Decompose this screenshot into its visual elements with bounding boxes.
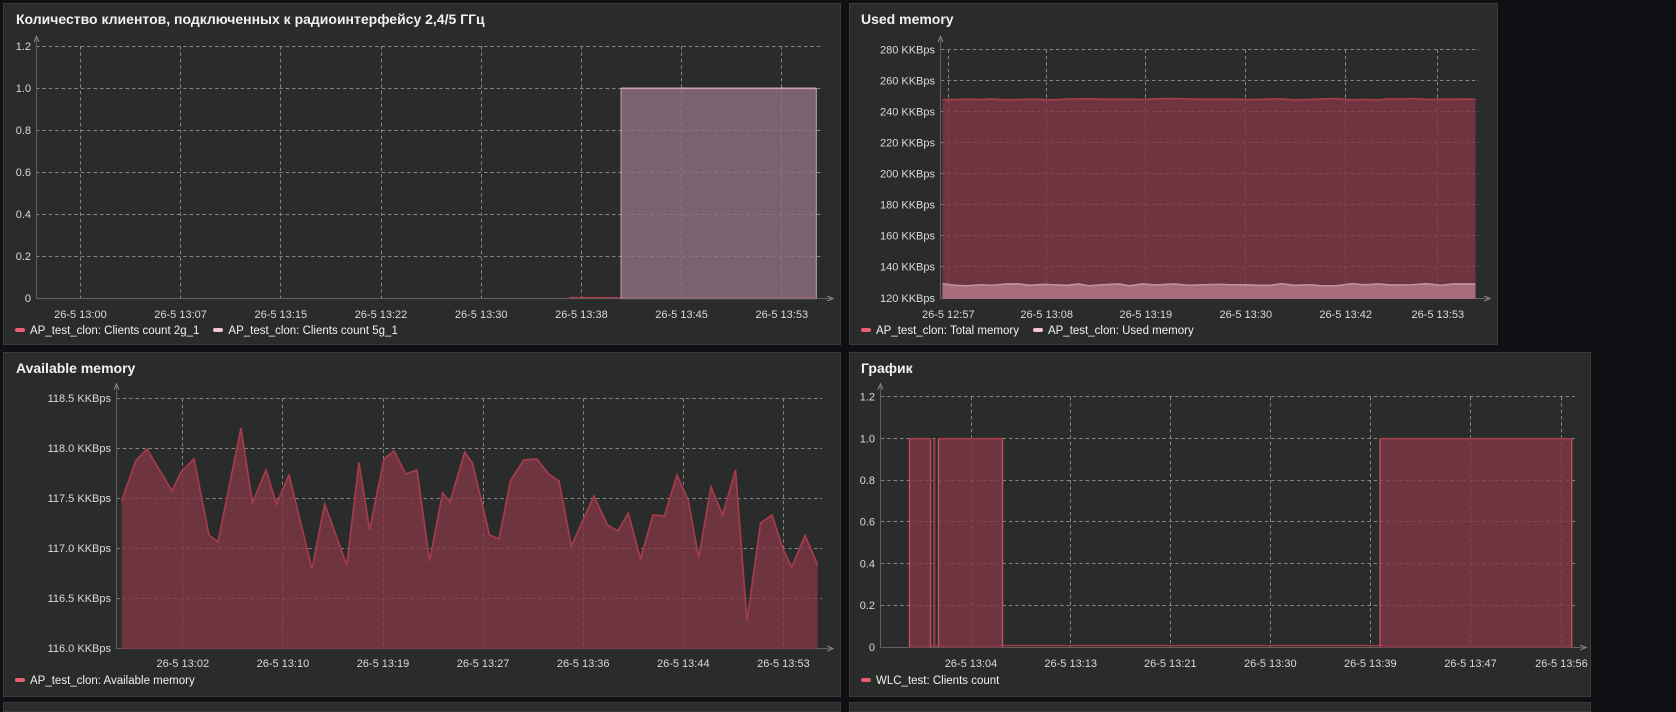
svg-text:26-5 13:44: 26-5 13:44: [657, 658, 710, 670]
svg-text:26-5 13:30: 26-5 13:30: [1219, 309, 1272, 321]
svg-text:0.8: 0.8: [16, 125, 31, 137]
svg-text:118.5 KKBps: 118.5 KKBps: [48, 393, 112, 405]
svg-text:26-5 13:53: 26-5 13:53: [1411, 309, 1464, 321]
svg-text:0.4: 0.4: [860, 558, 875, 570]
svg-text:116.5 KKBps: 116.5 KKBps: [48, 593, 112, 605]
svg-text:180 KKBps: 180 KKBps: [880, 199, 936, 211]
svg-text:0: 0: [869, 642, 875, 654]
svg-text:26-5 13:10: 26-5 13:10: [257, 658, 310, 670]
svg-text:26-5 13:19: 26-5 13:19: [357, 658, 410, 670]
svg-text:200 KKBps: 200 KKBps: [880, 168, 936, 180]
svg-text:220 KKBps: 220 KKBps: [880, 137, 936, 149]
svg-text:1.2: 1.2: [16, 41, 31, 53]
svg-text:26-5 13:27: 26-5 13:27: [457, 658, 510, 670]
svg-text:0.6: 0.6: [16, 167, 31, 179]
svg-text:26-5 13:22: 26-5 13:22: [355, 309, 408, 321]
svg-text:116.0 KKBps: 116.0 KKBps: [48, 643, 112, 655]
svg-text:26-5 12:57: 26-5 12:57: [922, 309, 975, 321]
svg-text:26-5 13:53: 26-5 13:53: [757, 658, 810, 670]
svg-text:140 KKBps: 140 KKBps: [880, 261, 936, 273]
svg-text:0.6: 0.6: [860, 517, 875, 529]
svg-text:0.8: 0.8: [860, 475, 875, 487]
svg-text:26-5 13:13: 26-5 13:13: [1044, 658, 1097, 670]
svg-text:26-5 13:04: 26-5 13:04: [945, 658, 998, 670]
svg-text:26-5 13:53: 26-5 13:53: [755, 309, 808, 321]
svg-text:0: 0: [25, 293, 31, 305]
svg-text:26-5 13:56: 26-5 13:56: [1535, 658, 1588, 670]
svg-text:117.0 KKBps: 117.0 KKBps: [48, 543, 112, 555]
svg-text:0.4: 0.4: [16, 209, 31, 221]
svg-text:1.0: 1.0: [16, 83, 31, 95]
svg-text:117.5 KKBps: 117.5 KKBps: [48, 493, 112, 505]
svg-text:26-5 13:38: 26-5 13:38: [555, 309, 608, 321]
svg-text:1.2: 1.2: [860, 392, 875, 404]
svg-text:260 KKBps: 260 KKBps: [880, 75, 936, 87]
svg-text:26-5 13:30: 26-5 13:30: [1244, 658, 1297, 670]
svg-text:26-5 13:15: 26-5 13:15: [254, 309, 307, 321]
svg-text:26-5 13:07: 26-5 13:07: [154, 309, 207, 321]
svg-text:26-5 13:36: 26-5 13:36: [557, 658, 610, 670]
svg-text:280 KKBps: 280 KKBps: [880, 44, 936, 56]
svg-text:120 KKBps: 120 KKBps: [880, 293, 936, 305]
svg-text:26-5 13:00: 26-5 13:00: [54, 309, 107, 321]
svg-text:26-5 13:19: 26-5 13:19: [1119, 309, 1172, 321]
svg-text:118.0 KKBps: 118.0 KKBps: [48, 443, 112, 455]
svg-text:26-5 13:42: 26-5 13:42: [1319, 309, 1372, 321]
svg-text:26-5 13:45: 26-5 13:45: [655, 309, 708, 321]
svg-text:0.2: 0.2: [16, 251, 31, 263]
svg-text:26-5 13:39: 26-5 13:39: [1344, 658, 1397, 670]
svg-text:1.0: 1.0: [860, 433, 875, 445]
svg-text:26-5 13:08: 26-5 13:08: [1020, 309, 1073, 321]
svg-text:26-5 13:30: 26-5 13:30: [455, 309, 508, 321]
svg-text:26-5 13:21: 26-5 13:21: [1144, 658, 1197, 670]
svg-text:240 KKBps: 240 KKBps: [880, 106, 936, 118]
svg-text:26-5 13:02: 26-5 13:02: [156, 658, 209, 670]
svg-text:26-5 13:47: 26-5 13:47: [1444, 658, 1497, 670]
svg-text:0.2: 0.2: [860, 600, 875, 612]
svg-text:160 KKBps: 160 KKBps: [880, 230, 936, 242]
